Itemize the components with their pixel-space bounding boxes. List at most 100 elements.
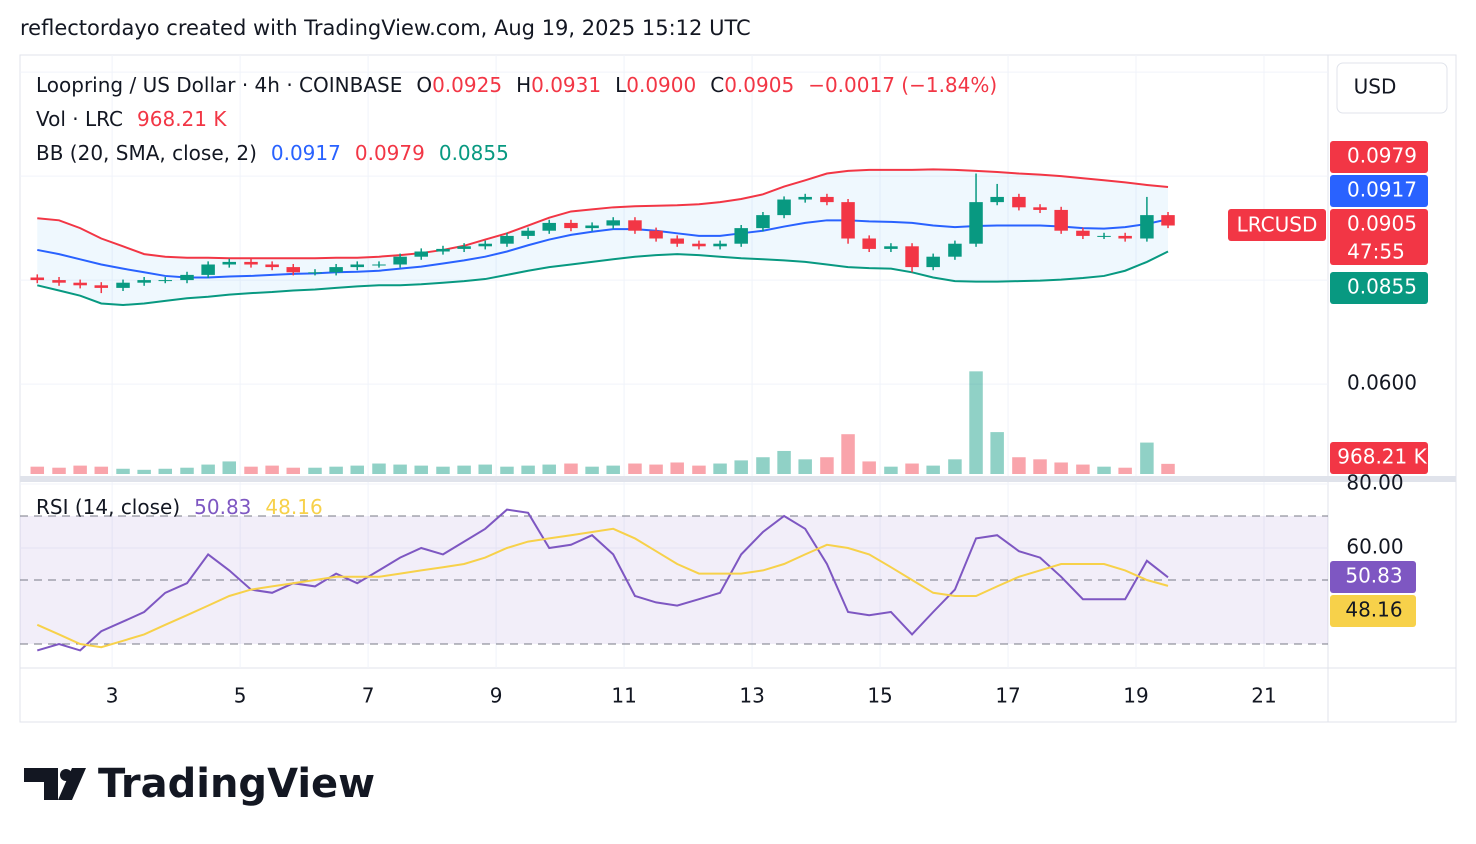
volume-bar	[606, 465, 620, 474]
candle-body	[414, 251, 428, 257]
ohlc-key: O	[416, 73, 433, 97]
candle-body	[308, 272, 322, 274]
volume-bar	[73, 465, 87, 474]
candle-body	[798, 196, 812, 200]
volume-bar	[542, 464, 556, 474]
bb-value: 0.0917	[270, 141, 341, 165]
volume-bar	[649, 464, 663, 474]
currency-button[interactable]	[1336, 62, 1448, 114]
candle-body	[158, 280, 173, 282]
ohlc-value: 0.0931	[531, 73, 602, 97]
candle-body	[585, 225, 599, 229]
price-badge	[1330, 442, 1428, 474]
rsi-value: 50.83	[194, 495, 252, 519]
ohlc-key: H	[516, 73, 532, 97]
rsi-badge	[1330, 561, 1416, 593]
volume-bar	[158, 468, 173, 474]
volume-bar	[948, 459, 962, 474]
bb-legend: BB (20, SMA, close, 2) 0.0917 0.0979 0.0…	[36, 138, 509, 168]
candle-body	[969, 202, 983, 244]
candle-body	[1054, 209, 1068, 231]
candle-body	[1076, 230, 1090, 236]
volume-value: 968.21 K	[137, 107, 227, 131]
logo: TradingView	[24, 761, 375, 807]
candle-body	[564, 222, 578, 229]
rsi-line	[36, 508, 1169, 652]
price-badge	[1330, 209, 1428, 265]
volume-bar	[393, 464, 407, 474]
volume-bar	[564, 463, 578, 474]
candle-body	[222, 261, 236, 265]
currency-label[interactable]: USD	[1354, 75, 1397, 99]
volume-bar	[905, 463, 919, 474]
candle-body	[478, 243, 492, 247]
rsi-line	[36, 527, 1169, 649]
logo-text: TradingView	[98, 761, 375, 807]
y-tick-label: 80.00	[1346, 471, 1403, 495]
y-tick-label: 60.00	[1346, 535, 1403, 559]
candle-body	[1033, 207, 1047, 210]
candle-body	[116, 282, 130, 288]
candle-body	[286, 267, 300, 273]
candle-body	[990, 196, 1004, 203]
price-badge	[1330, 272, 1428, 304]
candle-body	[713, 243, 727, 247]
bb-value: 0.0855	[438, 141, 509, 165]
candle-body	[862, 238, 876, 249]
x-tick-label: 21	[1251, 684, 1276, 708]
price-badge-label: 968.21 K	[1337, 445, 1427, 469]
volume-bar	[180, 467, 194, 474]
symbol-badge-label: LRCUSD	[1237, 213, 1318, 237]
candle-body	[926, 256, 940, 268]
candle-body	[884, 246, 898, 249]
volume-bar	[329, 466, 343, 474]
volume-legend: Vol · LRC 968.21 K	[36, 104, 226, 134]
volume-bar	[820, 457, 834, 474]
volume-bar	[308, 467, 322, 474]
candle-body	[1161, 215, 1175, 226]
logo-mark	[58, 768, 86, 800]
volume-bar	[436, 466, 450, 474]
volume-bar	[1097, 466, 1111, 474]
candle-body	[30, 277, 45, 281]
volume-bar	[734, 460, 748, 474]
volume-bar	[713, 463, 727, 474]
price-change: −0.0017 (−1.84%)	[808, 73, 998, 97]
symbol-badge	[1228, 209, 1326, 241]
y-tick-label: 0.0600	[1347, 371, 1417, 395]
candle-body	[521, 230, 535, 236]
candle-body	[457, 246, 471, 249]
volume-bar	[1118, 467, 1132, 474]
x-tick-label: 19	[1123, 684, 1148, 708]
candle-body	[649, 230, 663, 239]
volume-bar	[585, 466, 599, 474]
candle-body	[1140, 215, 1154, 239]
candle-body	[350, 264, 364, 268]
volume-bar	[884, 466, 898, 474]
volume-bar	[414, 465, 428, 474]
volume-bar	[457, 465, 471, 474]
candle-body	[542, 222, 556, 231]
candle-body	[628, 220, 642, 231]
bb-fill	[37, 169, 1169, 306]
volume-bar	[862, 461, 876, 474]
bb-title: BB (20, SMA, close, 2)	[36, 141, 257, 165]
volume-bar	[841, 434, 855, 474]
price-badge-label: 0.0979	[1347, 144, 1417, 168]
candle-body	[393, 256, 407, 265]
volume-bar	[52, 467, 66, 474]
volume-bar	[372, 463, 386, 474]
bb-line	[37, 168, 1169, 260]
volume-bar	[1140, 442, 1154, 474]
x-tick-label: 15	[867, 684, 892, 708]
candle-body	[500, 235, 514, 244]
candle-body	[948, 243, 962, 257]
x-tick-label: 7	[362, 684, 375, 708]
candle-body	[94, 285, 109, 288]
ohlc-value: 0.0905	[724, 73, 795, 97]
price-badge-label: 0.0855	[1347, 275, 1417, 299]
volume-bar	[30, 466, 45, 474]
candle-body	[1118, 235, 1132, 239]
candle-body	[329, 267, 343, 273]
